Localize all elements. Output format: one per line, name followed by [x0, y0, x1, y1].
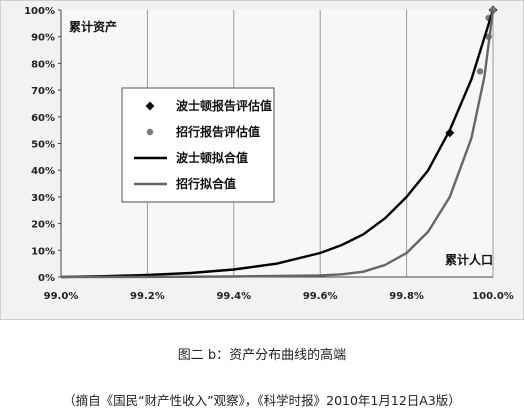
x-tick-label: 99.0%: [44, 291, 79, 302]
y-tick-label: 60%: [31, 113, 55, 124]
figure-caption: 图二 b：资产分布曲线的高端: [177, 348, 347, 363]
x-tick-label: 99.8%: [389, 291, 424, 302]
y-tick-label: 70%: [31, 86, 55, 97]
legend-label: 波士顿报告评估值: [176, 98, 272, 113]
y-tick-label: 80%: [31, 59, 55, 70]
legend-circle-swatch: [146, 128, 154, 136]
chart-svg: 0% 10% 20% 30% 40% 50% 60% 70% 80% 90% 100% 99.0% 99…: [24, 5, 514, 302]
chart-figure: 0% 10% 20% 30% 40% 50% 60% 70% 80% 90% 100% 99.0% 99…: [0, 0, 524, 320]
source-note: （摘自《国民“财产性收入”观察》，《科学时报》2010年1月12日A3版）: [63, 393, 461, 408]
series: [60, 5, 498, 279]
legend-diamond-swatch: [145, 101, 155, 111]
y-tick-label: 100%: [24, 6, 55, 17]
y-tick-label: 90%: [31, 33, 55, 44]
y-tick-label: 10%: [31, 246, 55, 257]
series-line-3: [60, 9, 495, 279]
y-tick-label: 30%: [31, 193, 55, 204]
x-tick-label: 100.0%: [472, 291, 514, 302]
circle-point: [476, 68, 484, 75]
y-tick-label: 20%: [31, 220, 55, 231]
corner-label-y: 累计资产: [69, 19, 117, 34]
y-tick-label: 40%: [31, 166, 55, 177]
legend-label: 招行报告评估值: [176, 124, 260, 139]
legend-label: 招行拟合值: [176, 176, 236, 191]
legend-label: 波士顿拟合值: [176, 150, 248, 165]
x-tick-label: 99.2%: [130, 291, 165, 302]
x-tick-label: 99.4%: [216, 291, 251, 302]
y-tick-label: 50%: [31, 140, 55, 151]
y-tick-label: 0%: [38, 273, 55, 284]
tick-labels: 0% 10% 20% 30% 40% 50% 60% 70% 80% 90% 100% 99.0% 99…: [24, 6, 514, 302]
x-tick-label: 99.6%: [303, 291, 338, 302]
series-line-2: [60, 9, 495, 279]
corner-label-x: 累计人口: [445, 252, 493, 267]
